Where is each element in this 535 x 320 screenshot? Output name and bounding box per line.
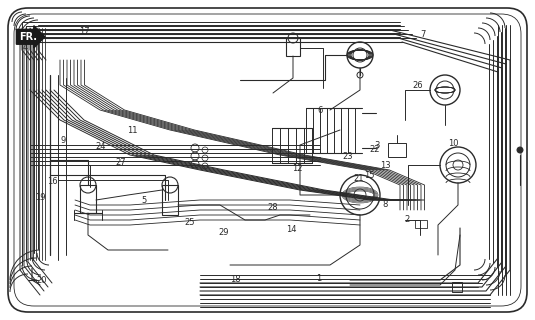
Text: 26: 26 [412,81,423,90]
Text: 20: 20 [36,276,47,285]
Text: 9: 9 [60,136,66,145]
Text: 25: 25 [185,218,195,227]
Text: 3: 3 [374,141,380,150]
Bar [415,220,427,228]
Text: 1: 1 [316,274,321,283]
Text: 4: 4 [23,43,28,52]
Bar [452,282,462,292]
Text: 13: 13 [380,161,391,170]
Text: 24: 24 [95,142,106,151]
Text: 2: 2 [404,215,409,224]
Text: 6: 6 [317,106,323,115]
Text: 11: 11 [127,126,138,135]
Text: 14: 14 [286,225,297,234]
Text: 23: 23 [342,152,353,161]
Text: 17: 17 [79,27,90,36]
Text: 21: 21 [353,174,364,183]
Text: 27: 27 [115,158,126,167]
Circle shape [517,147,523,153]
Text: 29: 29 [218,228,229,237]
Text: FR.: FR. [19,32,37,42]
Text: 15: 15 [364,171,374,180]
Text: 19: 19 [35,193,45,202]
Text: 16: 16 [47,177,58,186]
Bar [162,185,178,215]
Bar [388,143,406,157]
Text: 22: 22 [369,145,380,154]
Text: 28: 28 [268,203,278,212]
Text: 7: 7 [420,30,425,39]
Text: 5: 5 [142,196,147,205]
Text: 12: 12 [292,164,302,173]
Text: 8: 8 [383,200,388,209]
Text: 10: 10 [448,139,459,148]
Text: 18: 18 [230,276,241,284]
Bar [286,38,300,56]
Bar [80,185,96,213]
